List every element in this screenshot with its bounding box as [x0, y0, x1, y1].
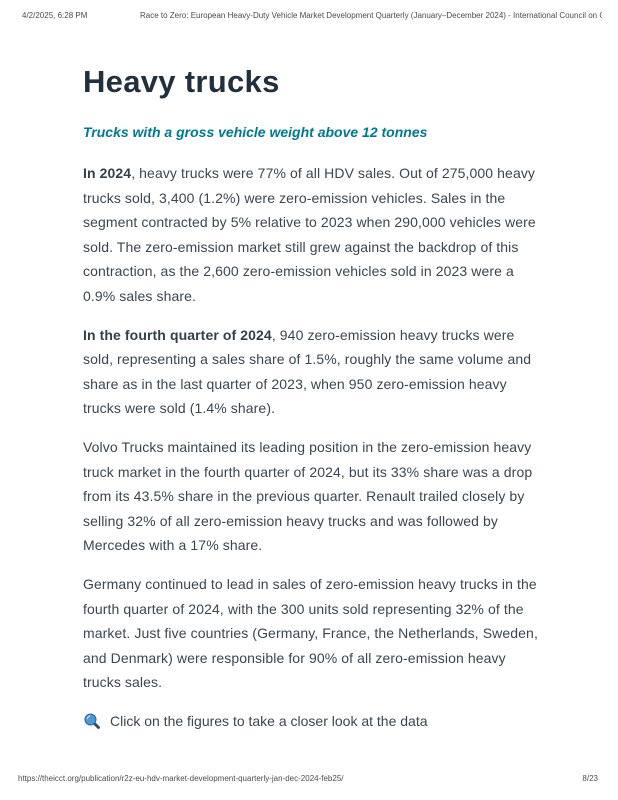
magnifying-glass-icon: [83, 712, 101, 730]
article-content: Heavy trucks Trucks with a gross vehicle…: [83, 64, 539, 730]
paragraph-q4-summary: In the fourth quarter of 2024, 940 zero-…: [83, 323, 539, 421]
print-source-url: https://theicct.org/publication/r2z-eu-h…: [18, 774, 344, 783]
paragraph-lead: In 2024: [83, 165, 132, 181]
figure-note-text: Click on the figures to take a closer lo…: [110, 712, 428, 729]
print-timestamp: 4/2/2025, 6:28 PM: [22, 11, 88, 20]
print-footer: https://theicct.org/publication/r2z-eu-h…: [0, 774, 618, 786]
paragraph-text: Volvo Trucks maintained its leading posi…: [83, 438, 533, 554]
paragraph-lead: In the fourth quarter of 2024: [83, 326, 272, 343]
print-page-number: 8/23: [582, 774, 598, 783]
paragraph-text: Germany continued to lead in sales of ze…: [83, 575, 538, 691]
paragraph-manufacturers: Volvo Trucks maintained its leading posi…: [83, 435, 539, 558]
print-document-title: Race to Zero: European Heavy-Duty Vehicl…: [140, 11, 602, 20]
paragraph-text: , 940 zero-emission heavy trucks were so…: [83, 326, 532, 417]
print-header: 4/2/2025, 6:28 PM Race to Zero: European…: [0, 11, 618, 23]
article-subtitle: Trucks with a gross vehicle weight above…: [83, 124, 428, 140]
paragraph-annual-summary: In 2024, heavy trucks were 77% of all HD…: [83, 161, 539, 309]
paragraph-countries: Germany continued to lead in sales of ze…: [83, 572, 539, 695]
paragraph-text: , heavy trucks were 77% of all HDV sales…: [83, 165, 536, 304]
figure-note: Click on the figures to take a closer lo…: [83, 712, 539, 730]
page-title: Heavy trucks: [83, 64, 280, 99]
